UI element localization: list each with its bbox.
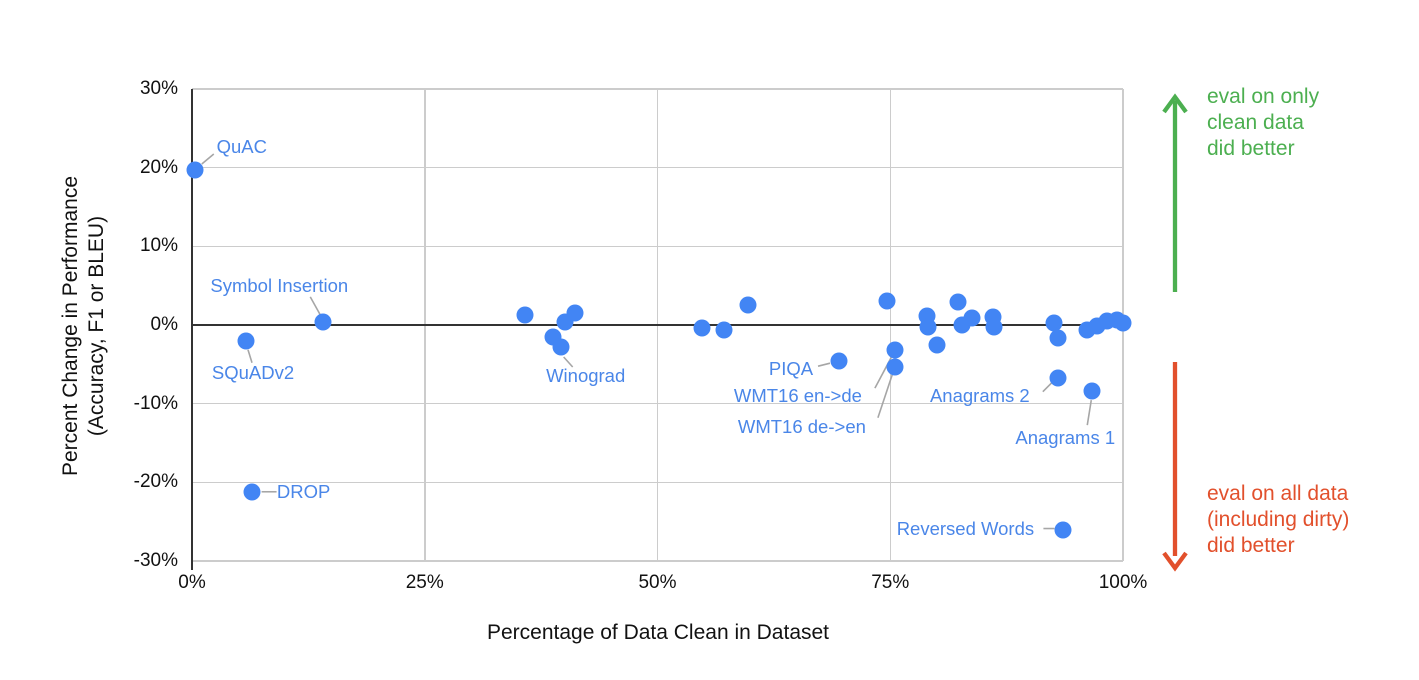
data-point <box>544 328 562 346</box>
x-tick-label: 75% <box>871 572 910 593</box>
leader-line <box>309 296 321 316</box>
data-point-squadv2 <box>237 332 255 350</box>
point-label: WMT16 de->en <box>737 415 866 437</box>
h-gridline <box>192 88 1123 90</box>
data-point <box>1098 312 1116 330</box>
data-point <box>1078 321 1096 339</box>
point-label: PIQA <box>768 358 814 380</box>
point-label: WMT16 en->de <box>733 385 862 407</box>
y-tick-label: -10% <box>133 392 178 414</box>
data-point <box>953 316 971 334</box>
x-tick-label: 50% <box>638 572 677 593</box>
data-point <box>1049 329 1067 347</box>
up-arrow-icon <box>1162 93 1188 292</box>
data-point-wmt16-de-en <box>886 358 904 376</box>
leader-line <box>877 372 894 418</box>
v-gridline <box>1122 89 1124 561</box>
data-point-winograd <box>552 338 570 356</box>
y-axis-title-line1: Percent Change in Performance <box>59 176 82 476</box>
annotation-text-line: eval on only <box>1207 85 1320 108</box>
point-label: Symbol Insertion <box>210 274 349 296</box>
y-tick-label: 20% <box>139 156 178 178</box>
point-label: Anagrams 2 <box>929 384 1030 406</box>
y-tick-label: 0% <box>150 314 178 335</box>
annotation-text-line: eval on all data <box>1207 482 1349 505</box>
h-gridline <box>192 166 1123 169</box>
point-label: QuAC <box>216 136 267 158</box>
x-tick-label: 25% <box>405 572 444 593</box>
leader-line <box>874 355 893 389</box>
data-point <box>1045 314 1063 332</box>
v-gridline <box>656 89 659 561</box>
data-point <box>693 319 711 337</box>
data-point-wmt16-en-de <box>886 341 904 359</box>
data-point-anagrams-2 <box>1049 369 1067 387</box>
x-tick-label: 100% <box>1098 572 1148 593</box>
y-axis-title: Percent Change in Performance (Accuracy,… <box>58 176 110 476</box>
data-point <box>739 296 757 314</box>
zero-baseline <box>192 323 1123 327</box>
data-point <box>566 304 584 322</box>
data-point <box>556 313 574 331</box>
annotation-text-line: did better <box>1207 137 1295 160</box>
leader-line <box>201 153 215 165</box>
y-tick-label: -30% <box>133 550 178 571</box>
leader-line <box>563 356 574 368</box>
leader-line <box>1086 399 1093 426</box>
h-gridline <box>192 245 1123 248</box>
data-point <box>516 306 534 324</box>
data-point-reversed-words <box>1054 521 1072 539</box>
annotation-text-line: (including dirty) <box>1207 508 1350 531</box>
v-gridline <box>889 89 891 561</box>
point-label: Anagrams 1 <box>1015 427 1116 449</box>
data-point <box>963 309 981 327</box>
data-point <box>984 308 1002 326</box>
down-arrow-icon <box>1162 362 1188 572</box>
h-gridline <box>192 481 1123 484</box>
data-point <box>1088 317 1106 335</box>
y-tick-label: -20% <box>133 471 178 493</box>
data-point-quac <box>186 161 204 179</box>
data-point <box>878 292 896 310</box>
data-point <box>949 293 967 311</box>
data-point <box>928 336 946 354</box>
h-gridline <box>192 402 1123 405</box>
data-point <box>1108 311 1126 329</box>
data-point <box>1114 314 1132 332</box>
point-label: Winograd <box>546 365 626 387</box>
x-tick-label: 0% <box>178 572 206 593</box>
data-point <box>715 321 733 339</box>
y-tick-label: 10% <box>139 235 178 257</box>
data-point-drop <box>243 483 261 501</box>
data-point-piqa <box>830 352 848 370</box>
annotation-all-data-better: eval on all data (including dirty) did bet… <box>1207 481 1349 559</box>
leader-line <box>817 362 831 367</box>
y-axis-line <box>190 89 194 570</box>
y-axis-title-line2: (Accuracy, F1 or BLEU) <box>85 215 108 437</box>
data-point-anagrams-1 <box>1083 382 1101 400</box>
data-point <box>919 318 937 336</box>
data-point <box>918 307 936 325</box>
point-label: Reversed Words <box>896 517 1035 539</box>
annotation-text-line: did better <box>1207 534 1295 557</box>
x-axis-title: Percentage of Data Clean in Dataset <box>486 621 830 644</box>
annotation-clean-data-better: eval on only clean data did better <box>1207 84 1319 162</box>
v-gridline <box>424 89 426 561</box>
y-tick-label: 30% <box>139 78 178 99</box>
annotation-text-line: clean data <box>1207 111 1304 134</box>
leader-lines <box>201 153 1093 530</box>
leader-line <box>1042 382 1053 393</box>
data-point <box>985 318 1003 336</box>
h-gridline <box>192 560 1123 562</box>
point-label: SQuADv2 <box>211 361 295 383</box>
point-label: DROP <box>276 480 331 502</box>
leader-line <box>247 349 253 363</box>
data-point-symbol-insertion <box>314 313 332 331</box>
